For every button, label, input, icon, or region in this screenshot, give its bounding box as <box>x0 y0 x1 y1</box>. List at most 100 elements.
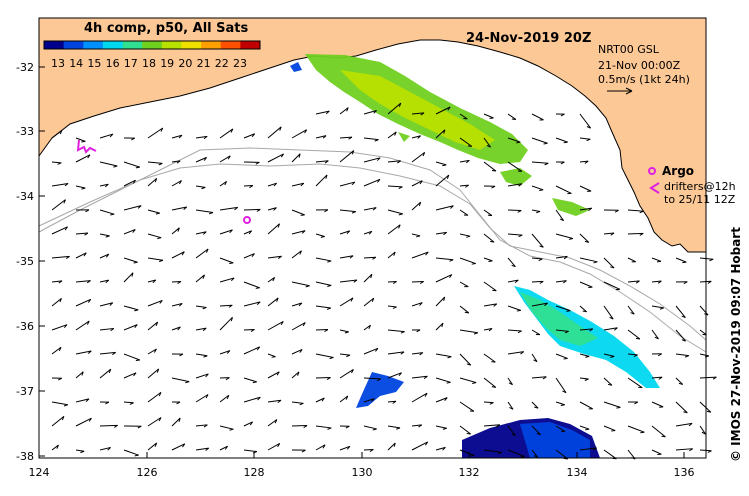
current-arrow <box>531 329 541 336</box>
current-arrow <box>147 442 158 451</box>
current-arrow <box>507 161 523 172</box>
current-arrow <box>195 231 207 235</box>
current-arrow <box>627 257 636 263</box>
current-arrow <box>75 417 92 427</box>
coastline <box>38 17 707 253</box>
current-arrow <box>435 322 444 331</box>
current-arrow <box>267 223 280 235</box>
current-arrow <box>507 351 525 355</box>
current-arrow <box>291 182 305 187</box>
current-arrow <box>531 257 543 262</box>
colorbar-cell <box>220 41 241 49</box>
x-axis: 124 126 128 130 132 134 136 <box>29 452 695 479</box>
colorbar-tick-label: 15 <box>87 57 101 70</box>
current-arrow <box>75 449 85 454</box>
map-frame <box>38 17 707 459</box>
current-arrow <box>507 113 517 120</box>
current-arrow <box>483 209 493 217</box>
current-arrow <box>75 371 84 379</box>
current-arrow <box>243 281 260 289</box>
current-arrow <box>291 348 303 355</box>
current-arrow <box>507 305 521 312</box>
current-arrow <box>363 178 381 187</box>
current-arrow <box>603 257 615 269</box>
current-arrow <box>411 135 421 139</box>
current-arrow <box>171 206 188 211</box>
current-arrow <box>675 401 688 414</box>
current-arrow <box>267 399 282 404</box>
current-arrow <box>627 425 645 434</box>
current-arrow <box>171 401 181 405</box>
current-arrow <box>147 257 164 263</box>
current-arrow <box>651 376 663 380</box>
current-arrow <box>123 179 136 187</box>
map-title: 24-Nov-2019 20Z <box>466 31 591 46</box>
y-tick-label: -35 <box>16 255 34 268</box>
current-arrow <box>435 174 450 187</box>
current-arrow <box>411 392 428 403</box>
current-arrow <box>435 353 452 359</box>
current-arrow <box>291 371 300 379</box>
current-arrow <box>219 206 239 211</box>
current-arrow <box>507 377 513 386</box>
current-arrow <box>243 421 254 427</box>
current-arrow <box>171 377 190 384</box>
current-arrow <box>267 353 276 358</box>
current-arrow <box>99 401 110 405</box>
scale-arrow-icon <box>607 87 633 95</box>
current-arrow <box>147 391 162 403</box>
current-arrow <box>51 255 70 259</box>
current-arrow <box>411 151 426 163</box>
current-arrow <box>171 417 181 427</box>
colorbar-cell <box>63 41 84 49</box>
current-arrow <box>99 233 110 238</box>
current-arrow <box>699 376 717 380</box>
current-arrow <box>483 233 495 243</box>
current-arrow <box>267 442 281 451</box>
current-arrow <box>267 277 276 283</box>
current-arrow <box>411 233 421 238</box>
current-arrow <box>507 279 519 284</box>
current-arrow <box>123 353 141 362</box>
current-arrow <box>219 377 230 381</box>
current-arrow <box>435 425 447 430</box>
current-arrow <box>411 441 429 451</box>
current-arrow <box>99 209 115 216</box>
current-arrow <box>483 113 494 119</box>
current-arrow <box>555 255 568 260</box>
colorbar-tick-label: 13 <box>51 57 65 70</box>
current-arrow <box>267 153 284 163</box>
current-arrow <box>387 400 397 404</box>
current-arrow <box>99 279 110 284</box>
current-arrow <box>435 231 447 236</box>
current-arrow <box>363 347 379 355</box>
current-arrow <box>579 233 590 243</box>
current-arrow <box>123 324 138 331</box>
current-arrow <box>459 353 472 366</box>
current-arrow <box>531 353 538 363</box>
drifter-track <box>76 139 97 154</box>
drifter-track-icon <box>649 182 660 194</box>
current-arrow <box>243 208 261 212</box>
colorbar-cell <box>83 41 104 49</box>
current-arrow <box>675 257 687 264</box>
info-block: NRT00 GSL 21-Nov 00:00Z 0.5m/s (1kt 24h) <box>598 43 690 95</box>
current-arrow <box>171 353 184 357</box>
current-arrow <box>675 353 689 358</box>
current-arrow <box>339 395 349 403</box>
current-arrow <box>483 353 496 363</box>
current-arrow <box>435 397 448 403</box>
current-arrow <box>387 102 402 115</box>
y-tick-label: -38 <box>16 450 34 463</box>
y-tick-label: -33 <box>16 125 34 138</box>
argo-float-icon <box>648 167 656 175</box>
current-arrow <box>195 135 208 140</box>
current-arrow <box>339 353 351 358</box>
current-arrow <box>195 424 208 428</box>
current-arrow <box>555 425 566 432</box>
current-arrow <box>387 372 402 379</box>
current-arrow <box>147 348 157 355</box>
current-arrow <box>651 425 666 438</box>
current-arrow <box>675 305 686 319</box>
